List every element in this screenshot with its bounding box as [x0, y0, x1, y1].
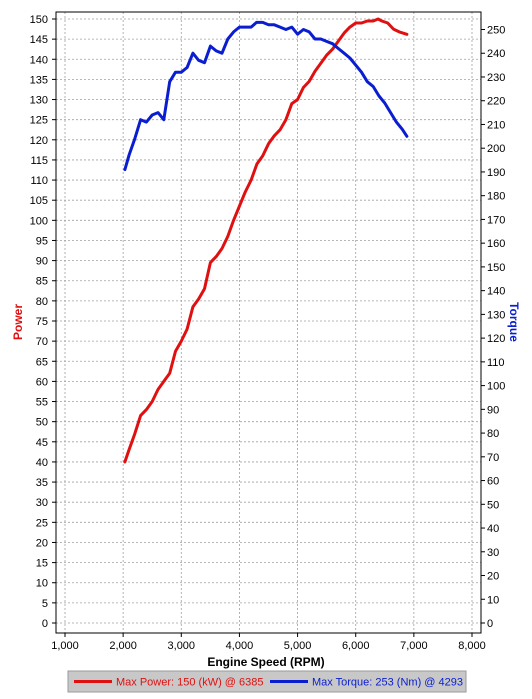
- x-tick-label: 3,000: [168, 640, 196, 652]
- x-tick-label: 1,000: [51, 640, 79, 652]
- right-tick-label: 100: [487, 381, 505, 393]
- legend-torque-label: Max Torque: 253 (Nm) @ 4293: [312, 677, 463, 689]
- x-tick-label: 8,000: [458, 640, 486, 652]
- left-tick-label: 45: [36, 437, 48, 449]
- left-tick-label: 95: [36, 235, 48, 247]
- left-tick-label: 5: [42, 598, 48, 610]
- left-tick-label: 120: [30, 135, 48, 147]
- left-tick-label: 115: [30, 155, 48, 167]
- right-axis-title: Torque: [507, 302, 521, 342]
- right-tick-label: 40: [487, 523, 499, 535]
- series-line-power: [123, 17, 409, 464]
- x-tick-label: 2,000: [109, 640, 137, 652]
- right-tick-label: 60: [487, 476, 499, 488]
- right-tick-label: 140: [487, 286, 505, 298]
- right-tick-label: 180: [487, 191, 505, 203]
- left-tick-label: 110: [30, 175, 48, 187]
- left-tick-label: 140: [30, 54, 48, 66]
- tick-layer: 1,000 2,000 3,000 4,000 5,000 6,000 7,000 8,000…: [30, 14, 506, 652]
- right-tick-label: 20: [487, 571, 499, 583]
- right-tick-label: 250: [487, 25, 505, 37]
- left-tick-label: 15: [36, 558, 48, 570]
- left-tick-label: 35: [36, 477, 48, 489]
- series-line-torque: [123, 20, 409, 172]
- left-tick-label: 70: [36, 336, 48, 348]
- legend-background: [67, 670, 467, 693]
- right-tick-label: 80: [487, 428, 499, 440]
- legend-power-label: Max Power: 150 (kW) @ 6385: [116, 677, 264, 689]
- right-tick-label: 190: [487, 167, 505, 179]
- left-tick-label: 85: [36, 276, 48, 288]
- left-axis-title: Power: [11, 304, 25, 340]
- left-tick-label: 135: [30, 74, 48, 86]
- left-tick-label: 50: [36, 417, 48, 429]
- left-tick-label: 100: [30, 215, 48, 227]
- left-tick-label: 10: [36, 578, 48, 590]
- right-tick-label: 160: [487, 238, 505, 250]
- left-tick-label: 40: [36, 457, 48, 469]
- right-tick-label: 70: [487, 452, 499, 464]
- left-tick-label: 55: [36, 397, 48, 409]
- left-tick-label: 20: [36, 537, 48, 549]
- right-tick-label: 0: [487, 618, 493, 630]
- legend: Max Power: 150 (kW) @ 6385 Max Torque: 2…: [67, 670, 467, 693]
- right-tick-label: 240: [487, 48, 505, 60]
- left-tick-label: 150: [30, 14, 48, 26]
- x-tick-label: 6,000: [342, 640, 370, 652]
- right-tick-label: 110: [487, 357, 505, 369]
- left-tick-label: 75: [36, 316, 48, 328]
- right-tick-label: 90: [487, 404, 499, 416]
- x-tick-label: 7,000: [400, 640, 428, 652]
- right-tick-label: 30: [487, 547, 499, 559]
- grid-layer: [56, 12, 481, 633]
- right-tick-label: 200: [487, 143, 505, 155]
- plot-frame: [55, 11, 482, 634]
- left-tick-label: 145: [30, 34, 48, 46]
- x-axis-title: Engine Speed (RPM): [207, 655, 324, 669]
- right-tick-label: 230: [487, 72, 505, 84]
- left-tick-label: 0: [42, 618, 48, 630]
- x-tick-label: 5,000: [284, 640, 312, 652]
- right-tick-label: 130: [487, 309, 505, 321]
- left-tick-label: 80: [36, 296, 48, 308]
- left-tick-label: 60: [36, 376, 48, 388]
- left-tick-label: 105: [30, 195, 48, 207]
- right-tick-label: 170: [487, 214, 505, 226]
- left-tick-label: 130: [30, 95, 48, 107]
- left-tick-label: 65: [36, 356, 48, 368]
- series-layer: [123, 17, 409, 464]
- right-tick-label: 150: [487, 262, 505, 274]
- left-tick-label: 90: [36, 256, 48, 268]
- right-tick-label: 10: [487, 594, 499, 606]
- x-tick-label: 4,000: [226, 640, 254, 652]
- left-tick-label: 25: [36, 517, 48, 529]
- right-tick-label: 50: [487, 499, 499, 511]
- right-tick-label: 220: [487, 96, 505, 108]
- right-tick-label: 210: [487, 119, 505, 131]
- right-tick-label: 120: [487, 333, 505, 345]
- left-tick-label: 125: [30, 115, 48, 127]
- left-tick-label: 30: [36, 497, 48, 509]
